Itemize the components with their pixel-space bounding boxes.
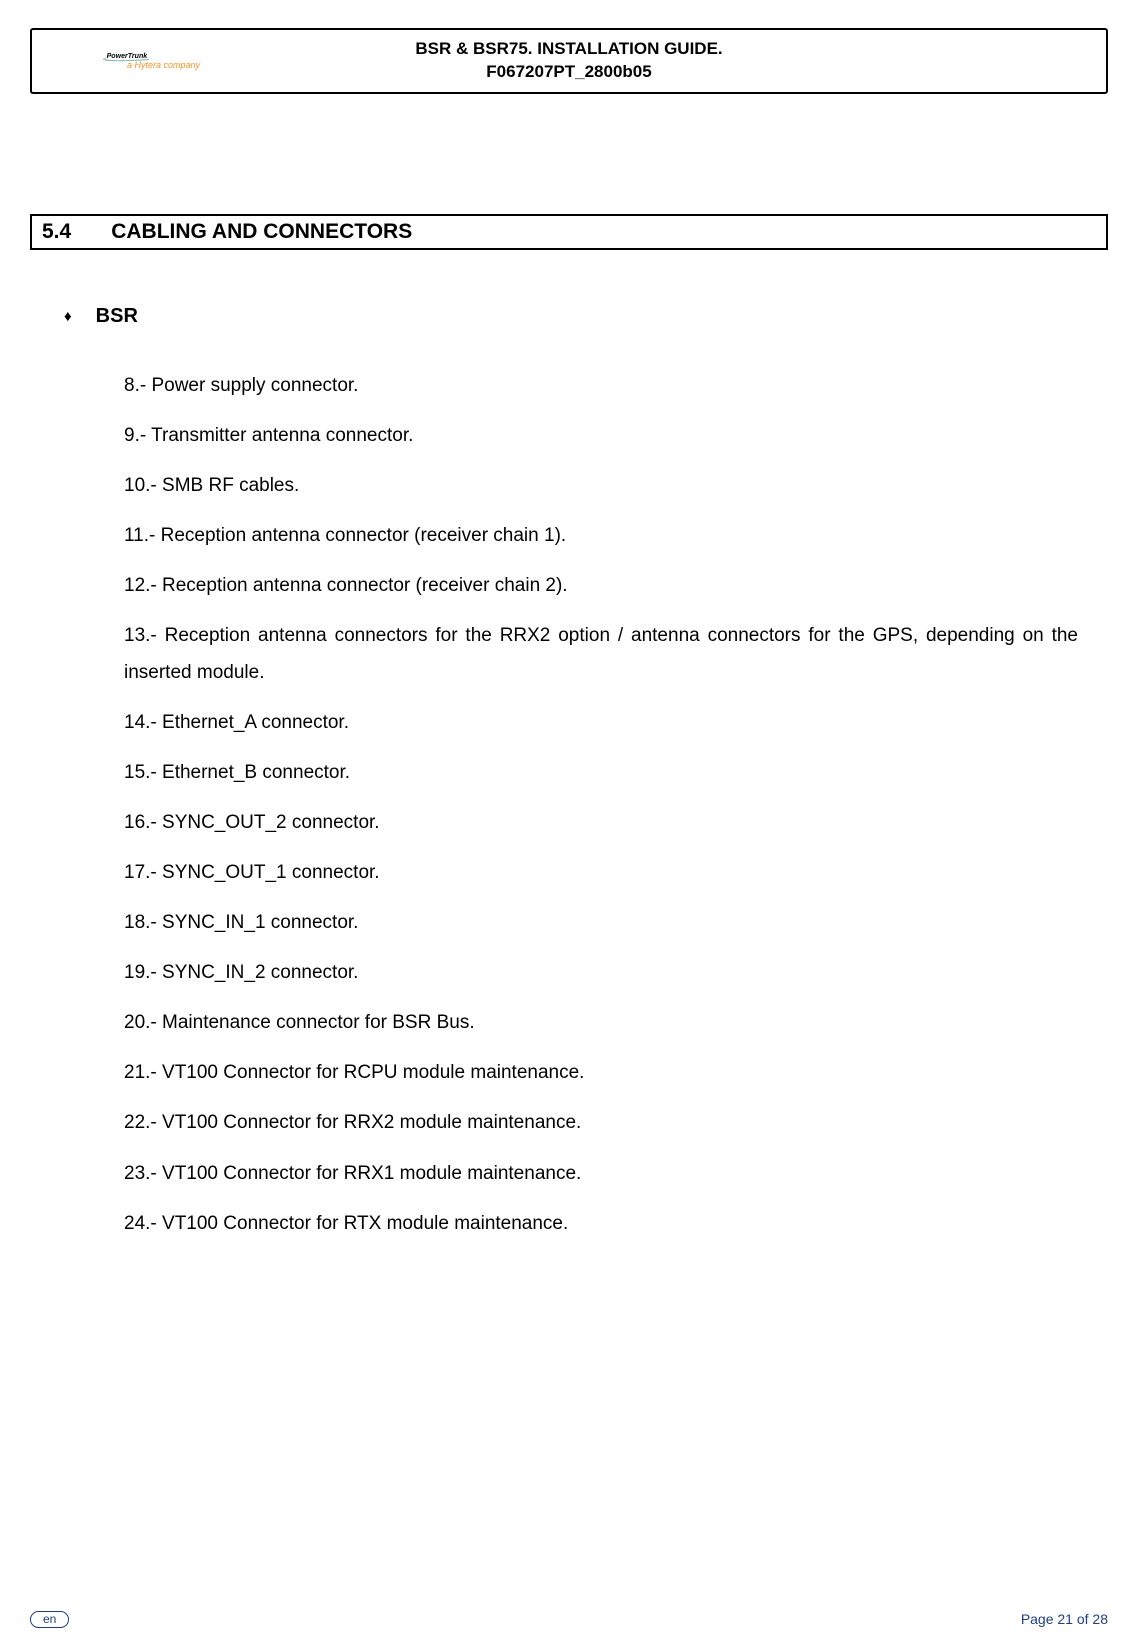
list-item: 10.- SMB RF cables. <box>124 468 1078 504</box>
svg-text:PowerTrunk: PowerTrunk <box>107 53 149 60</box>
list-item: 18.- SYNC_IN_1 connector. <box>124 905 1078 941</box>
section-heading-box: 5.4 CABLING AND CONNECTORS <box>30 214 1108 250</box>
subheading-label: BSR <box>96 305 138 328</box>
logo: PowerTrunk a Hytera company <box>46 52 206 70</box>
header-title: BSR & BSR75. INSTALLATION GUIDE. F067207… <box>206 38 932 84</box>
header-title-line2: F067207PT_2800b05 <box>206 61 932 84</box>
section-title: CABLING AND CONNECTORS <box>111 220 412 244</box>
language-pill: en <box>30 1611 69 1628</box>
subheading: ♦ BSR <box>64 305 1108 328</box>
list-item: 17.- SYNC_OUT_1 connector. <box>124 855 1078 891</box>
list-item: 14.- Ethernet_A connector. <box>124 705 1078 741</box>
list-item: 15.- Ethernet_B connector. <box>124 755 1078 791</box>
list-item: 13.- Reception antenna connectors for th… <box>124 618 1078 690</box>
page-number: Page 21 of 28 <box>1021 1611 1108 1627</box>
list-item: 23.- VT100 Connector for RRX1 module mai… <box>124 1156 1078 1192</box>
section-number: 5.4 <box>42 220 71 244</box>
list-item: 12.- Reception antenna connector (receiv… <box>124 568 1078 604</box>
list-item: 22.- VT100 Connector for RRX2 module mai… <box>124 1105 1078 1141</box>
header-box: PowerTrunk a Hytera company BSR & BSR75.… <box>30 28 1108 94</box>
list-item: 21.- VT100 Connector for RCPU module mai… <box>124 1055 1078 1091</box>
footer: en Page 21 of 28 <box>30 1611 1108 1628</box>
list-item: 24.- VT100 Connector for RTX module main… <box>124 1206 1078 1242</box>
list-item: 9.- Transmitter antenna connector. <box>124 418 1078 454</box>
bullet-icon: ♦ <box>64 308 72 325</box>
logo-subtext: a Hytera company <box>127 60 200 70</box>
list-item: 20.- Maintenance connector for BSR Bus. <box>124 1005 1078 1041</box>
connector-list: 8.- Power supply connector. 9.- Transmit… <box>124 368 1078 1242</box>
list-item: 8.- Power supply connector. <box>124 368 1078 404</box>
page: PowerTrunk a Hytera company BSR & BSR75.… <box>0 0 1138 1652</box>
list-item: 11.- Reception antenna connector (receiv… <box>124 518 1078 554</box>
list-item: 19.- SYNC_IN_2 connector. <box>124 955 1078 991</box>
list-item: 16.- SYNC_OUT_2 connector. <box>124 805 1078 841</box>
header-title-line1: BSR & BSR75. INSTALLATION GUIDE. <box>206 38 932 61</box>
